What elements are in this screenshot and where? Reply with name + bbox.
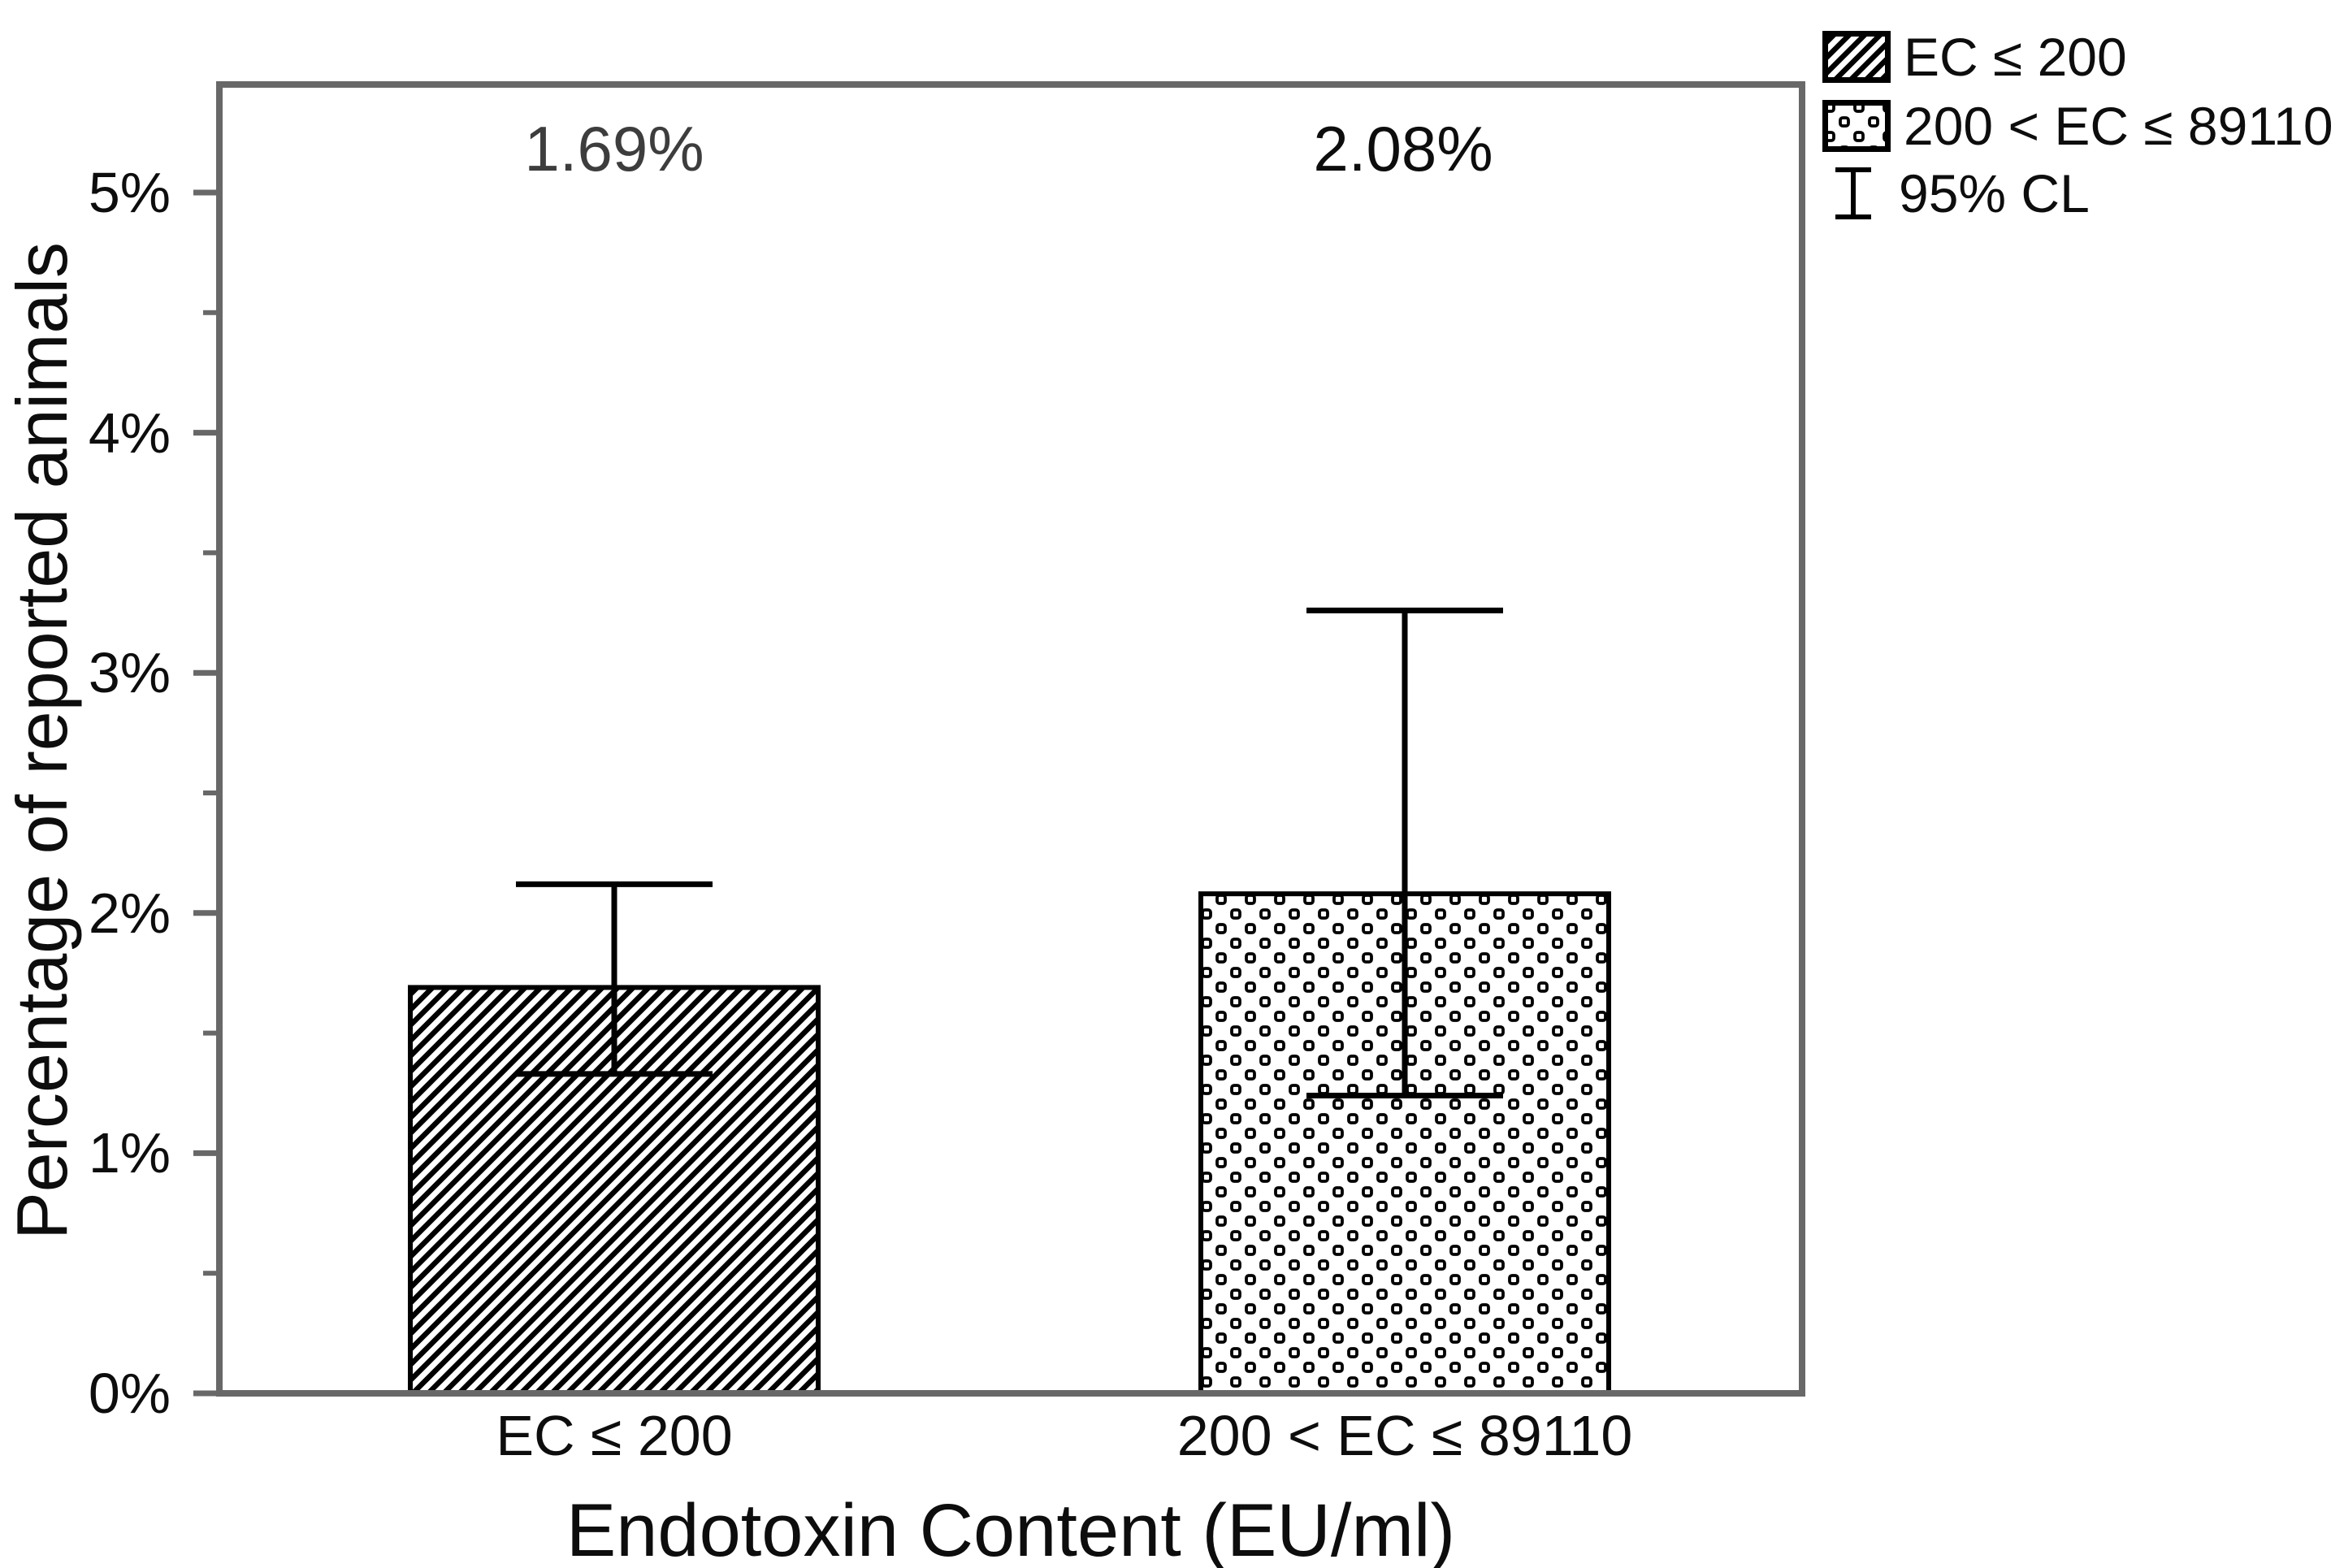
legend-label: EC ≤ 200 — [1904, 27, 2127, 87]
y-tick-label-3: 3% — [88, 641, 171, 704]
y-axis-title: Percentage of reported animals — [2, 242, 82, 1240]
dotted-pattern-swatch-icon — [1822, 100, 1891, 152]
x-category-label-2: 200 < EC ≤ 89110 — [1176, 1404, 1633, 1467]
y-tick-label-0: 0% — [88, 1362, 171, 1425]
diagonal-hatch-swatch-icon — [1822, 31, 1891, 83]
x-axis-title: Endotoxin Content (EU/ml) — [565, 1489, 1456, 1568]
legend-item-rings: 200 < EC ≤ 89110 — [1822, 97, 2333, 154]
legend-item-95cl: 95% CL — [1822, 165, 2090, 222]
x-category-label-1: EC ≤ 200 — [496, 1404, 733, 1467]
y-tick-label-2: 2% — [88, 881, 171, 945]
legend-item-hatch: EC ≤ 200 — [1822, 28, 2127, 85]
legend-label: 200 < EC ≤ 89110 — [1904, 96, 2333, 156]
bar-value-label-1: 1.69% — [524, 113, 704, 184]
y-tick-label-4: 4% — [88, 401, 171, 465]
legend-label: 95% CL — [1899, 163, 2090, 223]
y-tick-label-1: 1% — [88, 1121, 171, 1185]
bar-value-label-2: 2.08% — [1313, 113, 1493, 184]
y-tick-label-5: 5% — [88, 161, 171, 224]
plot-frame — [216, 81, 1805, 1397]
error-bar-icon — [1835, 167, 1871, 219]
